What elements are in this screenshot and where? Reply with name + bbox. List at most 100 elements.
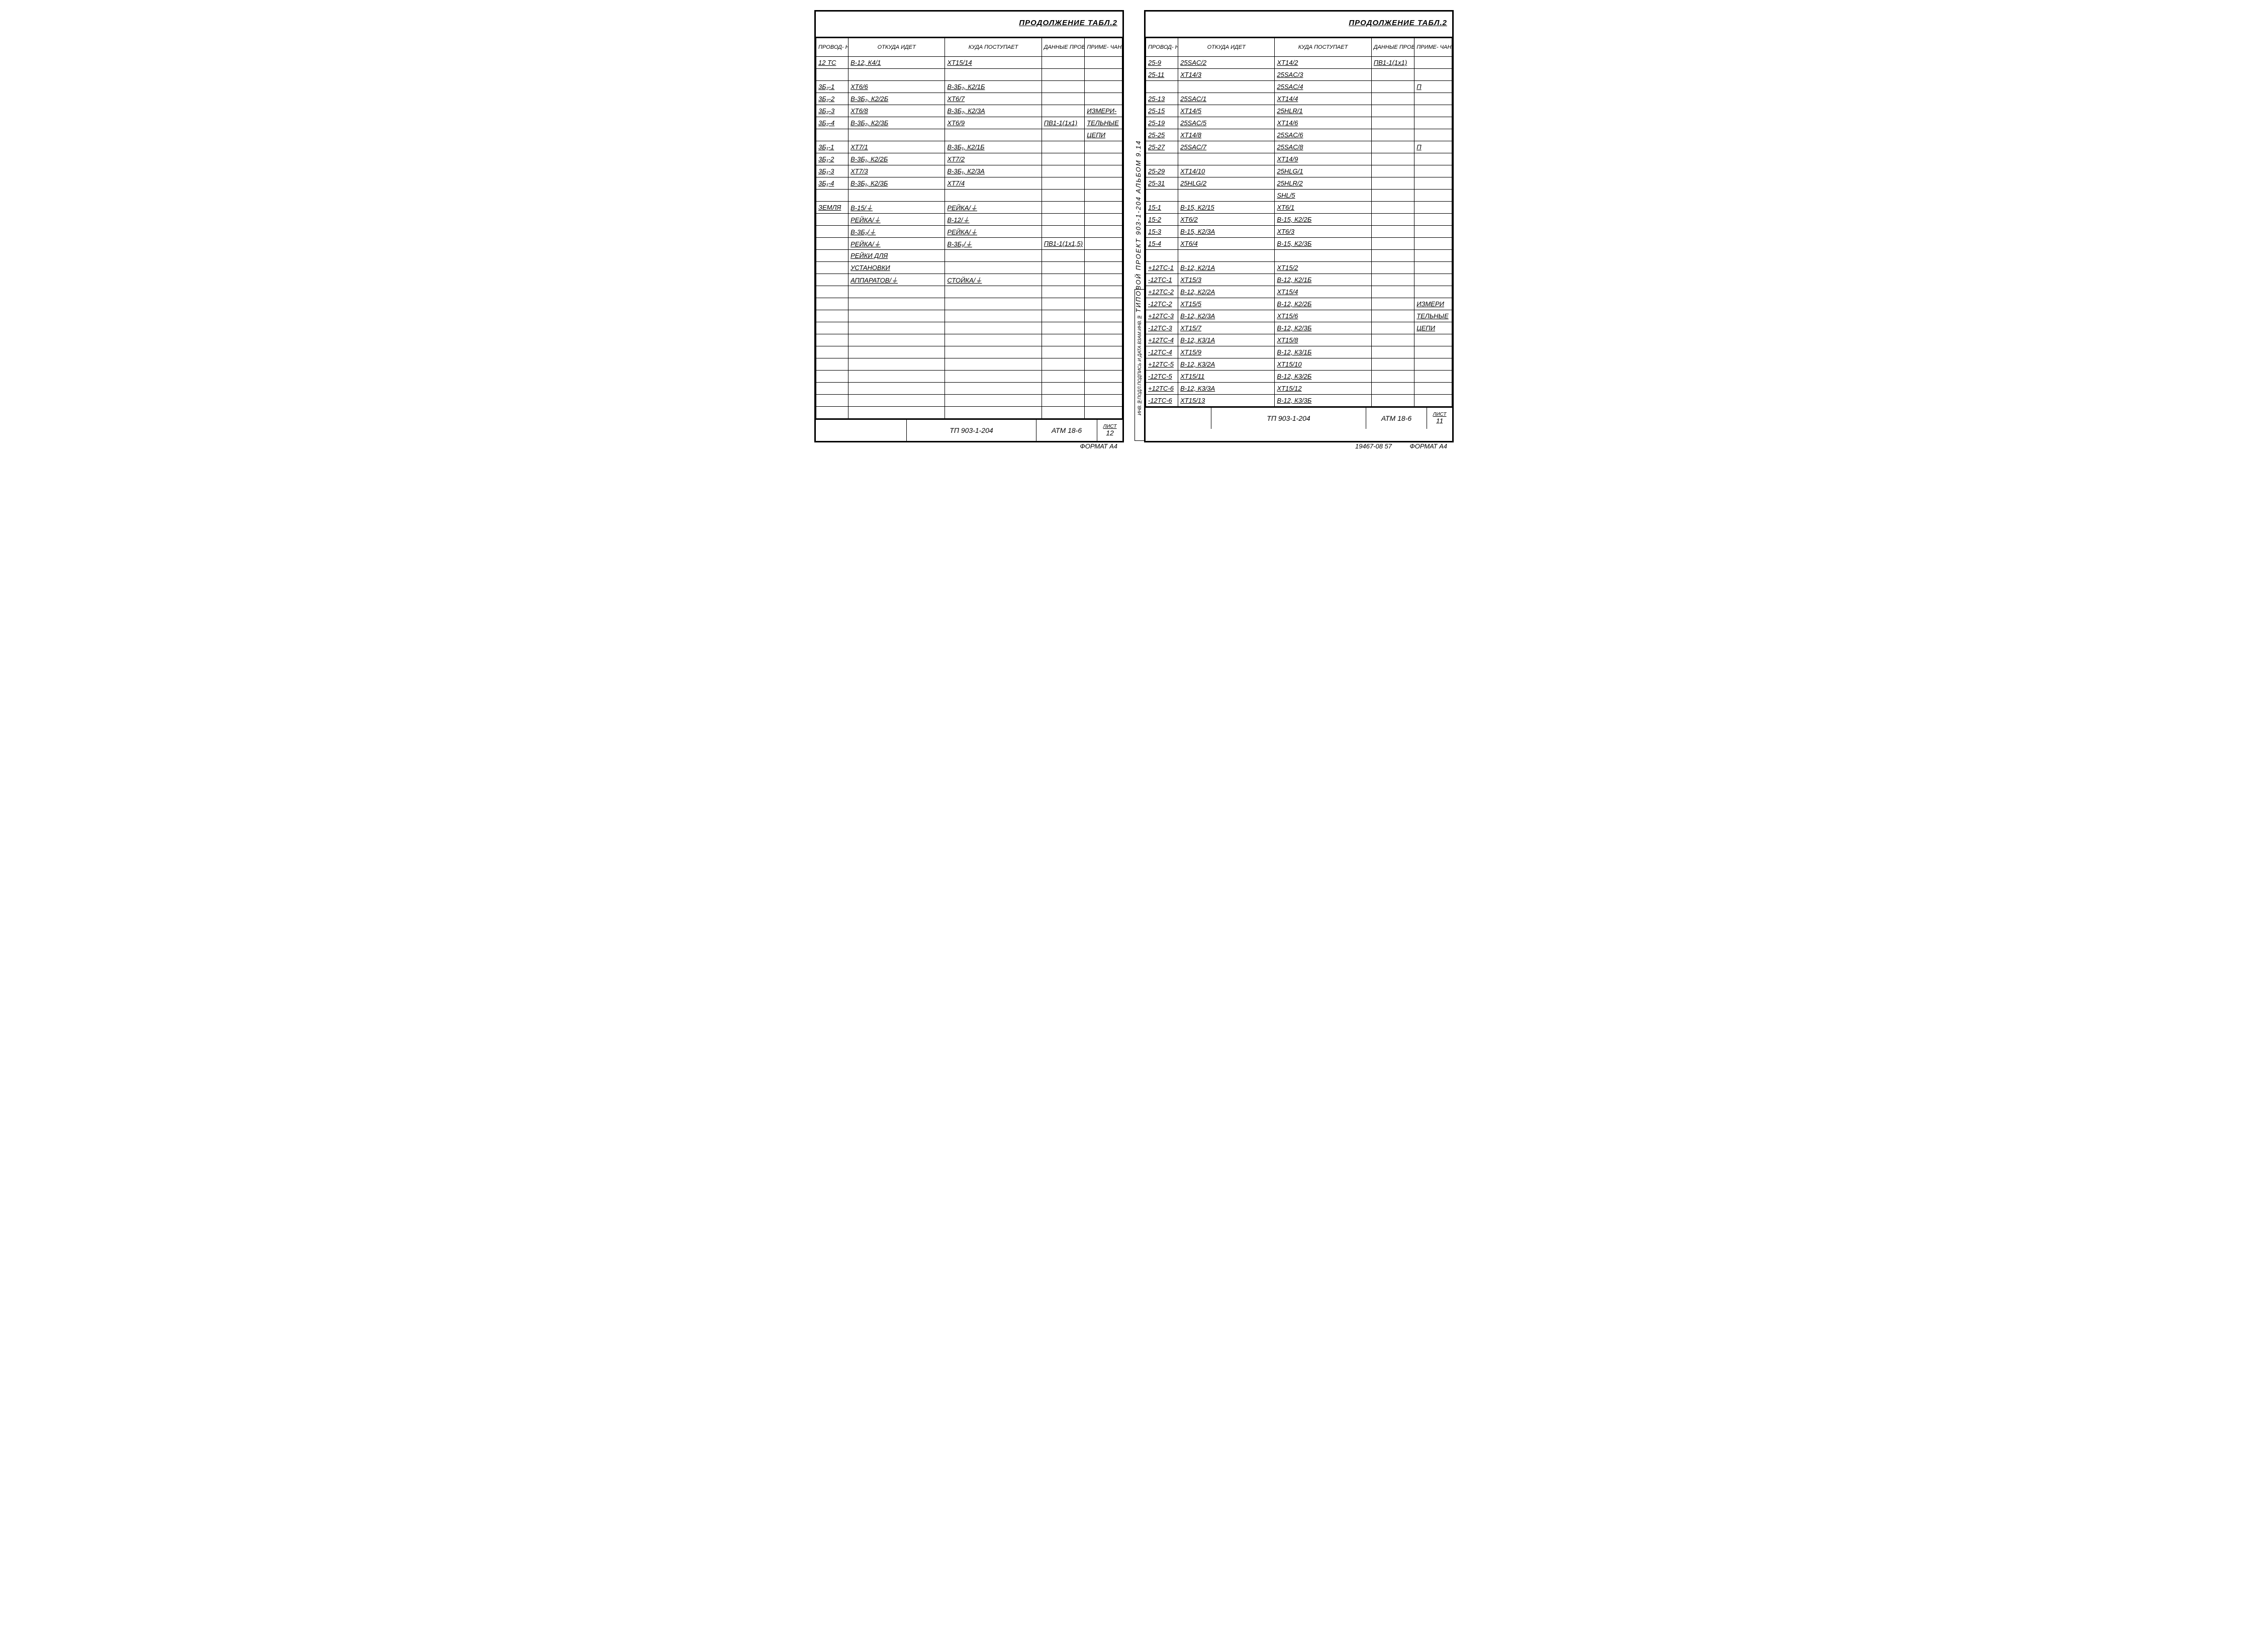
table-row: +12ТС-6В-12, К3/3АХТ15/12 xyxy=(1146,383,1452,395)
table-row: -12ТС-6ХТ15/13В-12, К3/3Б xyxy=(1146,395,1452,407)
cell-c5 xyxy=(1085,153,1122,165)
cell-c4 xyxy=(1371,141,1414,153)
table-row xyxy=(816,346,1122,358)
cell-c2: ХТ7/1 xyxy=(848,141,945,153)
cell-c2 xyxy=(848,346,945,358)
cell-c2: ХТ7/3 xyxy=(848,165,945,177)
header-row: ПРОВОД- НИК ОТКУДА ИДЕТ КУДА ПОСТУПАЕТ Д… xyxy=(1146,38,1452,57)
cell-c4 xyxy=(1042,190,1084,202)
cell-c1 xyxy=(816,214,848,226)
table-row xyxy=(816,334,1122,346)
cell-c3: 25HLR/2 xyxy=(1275,177,1371,190)
cell-c1: 15-1 xyxy=(1146,202,1178,214)
cell-c3 xyxy=(945,395,1042,407)
cell-c2: ХТ6/8 xyxy=(848,105,945,117)
cell-c1 xyxy=(816,407,848,419)
right-table: ПРОВОД- НИК ОТКУДА ИДЕТ КУДА ПОСТУПАЕТ Д… xyxy=(1146,38,1452,407)
cell-c3 xyxy=(945,129,1042,141)
title-area: ПРОДОЛЖЕНИЕ ТАБЛ.2 xyxy=(1146,12,1452,38)
cell-c4: ПВ1-1(1x1) xyxy=(1371,57,1414,69)
cell-c3: ХТ15/14 xyxy=(945,57,1042,69)
cell-c4 xyxy=(1371,262,1414,274)
cell-c4 xyxy=(1042,226,1084,238)
cell-c4 xyxy=(1371,93,1414,105)
cell-c5 xyxy=(1414,250,1452,262)
cell-c3: В-3Б₂, К2/1Б xyxy=(945,81,1042,93)
h-c3: КУДА ПОСТУПАЕТ xyxy=(1275,38,1371,57)
cell-c2: РЕЙКИ ДЛЯ xyxy=(848,250,945,262)
cell-c1 xyxy=(816,129,848,141)
cell-c1 xyxy=(816,69,848,81)
cell-c5 xyxy=(1414,105,1452,117)
cell-c5 xyxy=(1414,93,1452,105)
cell-c2: ХТ15/5 xyxy=(1178,298,1275,310)
table-row xyxy=(816,407,1122,419)
table-row: РЕЙКИ ДЛЯ xyxy=(816,250,1122,262)
cell-c2 xyxy=(848,310,945,322)
cell-c2: ХТ6/6 xyxy=(848,81,945,93)
cell-c3: В-15, К2/2Б xyxy=(1275,214,1371,226)
cell-c1: +12ТС-4 xyxy=(1146,334,1178,346)
cell-c5: П xyxy=(1414,141,1452,153)
cell-c4 xyxy=(1371,226,1414,238)
cell-c1 xyxy=(1146,250,1178,262)
cell-c5 xyxy=(1085,395,1122,407)
cell-c2: В-12, К3/2А xyxy=(1178,358,1275,371)
cell-c4 xyxy=(1042,81,1084,93)
cell-c1: 3Б₂-1 xyxy=(816,81,848,93)
h-c2: ОТКУДА ИДЕТ xyxy=(1178,38,1275,57)
cell-c4 xyxy=(1371,250,1414,262)
cell-c3: В-12, К2/2Б xyxy=(1275,298,1371,310)
table-row xyxy=(816,322,1122,334)
cell-c2: В-12, К3/1А xyxy=(1178,334,1275,346)
table-row: +12ТС-2В-12, К2/2АХТ15/4 xyxy=(1146,286,1452,298)
footer-tp: ТП 903-1-204 xyxy=(907,420,1036,441)
cell-c3: 25SAС/3 xyxy=(1275,69,1371,81)
cell-c2 xyxy=(848,407,945,419)
cell-c2 xyxy=(848,371,945,383)
table-row: 25-1325SAС/1ХТ14/4 xyxy=(1146,93,1452,105)
cell-c2: 25HLG/2 xyxy=(1178,177,1275,190)
cell-c3: ХТ15/6 xyxy=(1275,310,1371,322)
cell-c4 xyxy=(1042,93,1084,105)
cell-c1 xyxy=(1146,190,1178,202)
title-text: ПРОДОЛЖЕНИЕ ТАБЛ.2 xyxy=(1349,19,1447,27)
cell-c2: 25SAС/1 xyxy=(1178,93,1275,105)
cell-c1 xyxy=(816,395,848,407)
cell-c5 xyxy=(1414,190,1452,202)
cell-c1: +12ТС-5 xyxy=(1146,358,1178,371)
cell-c2: 25SAС/5 xyxy=(1178,117,1275,129)
cell-c4 xyxy=(1371,346,1414,358)
cell-c3: 25HLG/1 xyxy=(1275,165,1371,177)
cell-c5 xyxy=(1085,69,1122,81)
cell-c2: ХТ15/11 xyxy=(1178,371,1275,383)
cell-c5 xyxy=(1414,202,1452,214)
cell-c5 xyxy=(1085,141,1122,153)
cell-c3 xyxy=(945,286,1042,298)
cell-c3: ХТ15/12 xyxy=(1275,383,1371,395)
cell-c3: В-12/⏚ xyxy=(945,214,1042,226)
cell-c3: ХТ6/1 xyxy=(1275,202,1371,214)
table-row: 3Б₂-1ХТ6/6В-3Б₂, К2/1Б xyxy=(816,81,1122,93)
cell-c4 xyxy=(1042,334,1084,346)
table-row: +12ТС-5В-12, К3/2АХТ15/10 xyxy=(1146,358,1452,371)
table-row xyxy=(1146,250,1452,262)
cell-c3: ХТ6/7 xyxy=(945,93,1042,105)
table-row: 3Б₁-1ХТ7/1В-3Б₁, К2/1Б xyxy=(816,141,1122,153)
cell-c5 xyxy=(1414,69,1452,81)
cell-c3 xyxy=(945,358,1042,371)
cell-c3: РЕЙКА/⏚ xyxy=(945,202,1042,214)
table-row: ХТ14/9 xyxy=(1146,153,1452,165)
cell-c1: +12ТС-1 xyxy=(1146,262,1178,274)
cell-c4 xyxy=(1042,274,1084,286)
cell-c5 xyxy=(1414,177,1452,190)
cell-c1 xyxy=(1146,81,1178,93)
h-c5: ПРИМЕ- ЧАНИЕ xyxy=(1085,38,1122,57)
table-row: 25-3125HLG/225HLR/2 xyxy=(1146,177,1452,190)
cell-c2 xyxy=(848,383,945,395)
cell-c1 xyxy=(816,310,848,322)
cell-c3 xyxy=(945,346,1042,358)
title-text: ПРОДОЛЖЕНИЕ ТАБЛ.2 xyxy=(1019,19,1117,27)
cell-c2 xyxy=(1178,250,1275,262)
cell-c5 xyxy=(1085,262,1122,274)
